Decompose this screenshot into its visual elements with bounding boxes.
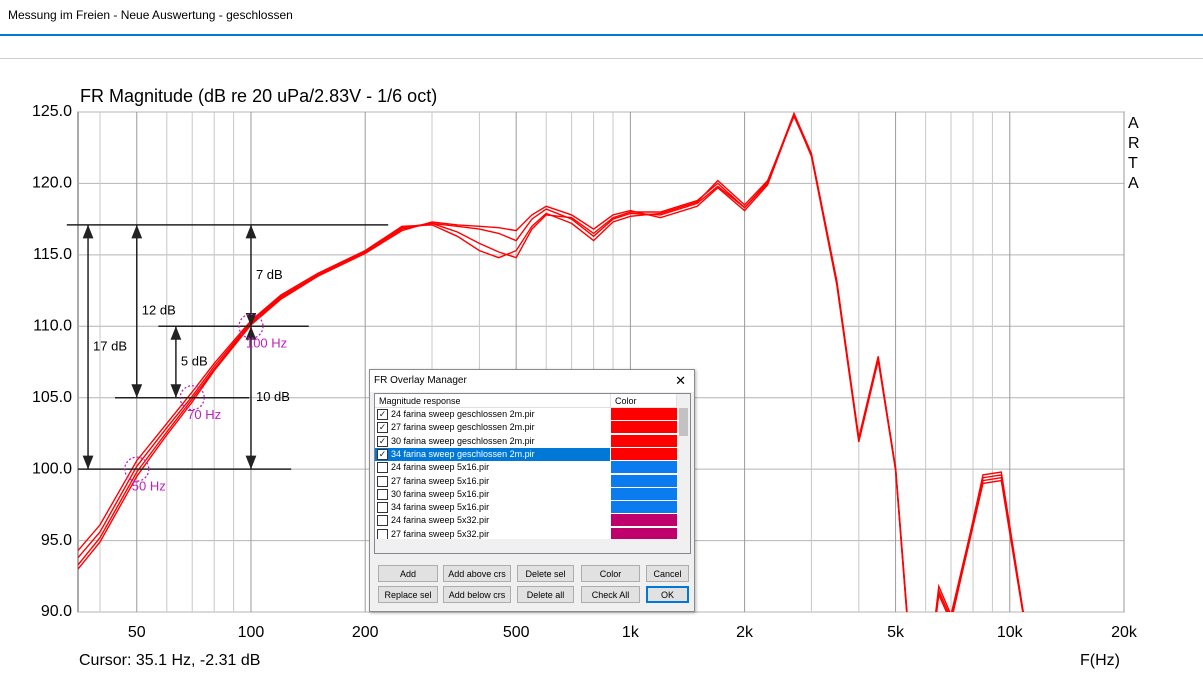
x-tick-label: 100	[238, 624, 265, 641]
list-row[interactable]: 27 farina sweep geschlossen 2m.pir ✓	[375, 421, 677, 435]
side-label: ARTA	[1128, 115, 1140, 192]
x-axis-label: F(Hz)	[1080, 652, 1120, 669]
row-checkbox[interactable]: ✓	[377, 409, 388, 420]
row-checkbox[interactable]: ✓	[377, 448, 388, 460]
frequency-label: 50 Hz	[132, 479, 166, 494]
row-name: 27 farina sweep geschlossen 2m.pir	[391, 422, 535, 433]
x-tick-label: 10k	[997, 624, 1024, 641]
dimension-label: 5 dB	[181, 353, 208, 368]
y-tick-label: 105.0	[32, 389, 72, 406]
row-name: 24 farina sweep 5x32.pir	[391, 515, 490, 526]
list-row[interactable]: 30 farina sweep geschlossen 2m.pir ✓	[375, 434, 677, 448]
dialog-button[interactable]: Add above crs	[443, 565, 511, 582]
row-checkbox[interactable]	[377, 475, 388, 487]
list-row[interactable]: 34 farina sweep 5x16.pir	[375, 501, 677, 515]
row-color	[611, 474, 677, 488]
x-tick-label: 20k	[1111, 624, 1138, 641]
x-tick-label: 2k	[736, 624, 754, 641]
response-curve	[78, 114, 1024, 612]
list-row[interactable]: 24 farina sweep geschlossen 2m.pir ✓	[375, 408, 677, 421]
response-curve	[78, 112, 1024, 612]
row-name: 24 farina sweep 5x16.pir	[391, 462, 490, 473]
dialog-title: FR Overlay Manager	[374, 375, 467, 386]
row-name: 34 farina sweep 5x16.pir	[391, 502, 490, 513]
y-tick-label: 115.0	[33, 246, 72, 263]
dimension-label: 10 dB	[256, 389, 290, 404]
x-tick-label: 200	[352, 624, 379, 641]
row-name: 34 farina sweep geschlossen 2m.pir	[375, 447, 610, 461]
list-row[interactable]: 30 farina sweep 5x16.pir	[375, 487, 677, 501]
row-name: 27 farina sweep 5x16.pir	[391, 475, 490, 486]
toolbar-separator	[0, 58, 1203, 59]
x-tick-label: 50	[128, 624, 146, 641]
close-button[interactable]: ✕	[675, 373, 686, 388]
y-tick-label: 110.0	[33, 318, 72, 335]
row-color	[611, 461, 677, 475]
frequency-marker	[238, 313, 264, 339]
annotations: 17 dB 12 dB 5 dB 7 dB 10 dB 50 Hz 70 Hz 100 Hz	[66, 224, 389, 494]
dialog-button[interactable]: Cancel	[646, 565, 689, 582]
row-checkbox[interactable]	[377, 502, 388, 514]
list-row[interactable]: 24 farina sweep 5x16.pir	[375, 461, 677, 475]
row-color	[611, 434, 677, 448]
frequency-label: 100 Hz	[246, 336, 287, 351]
dialog-button[interactable]: Color	[581, 565, 640, 582]
column-header[interactable]: Color	[611, 394, 677, 408]
row-name: 30 farina sweep geschlossen 2m.pir	[391, 435, 535, 446]
x-tick-label: 5k	[887, 624, 905, 641]
title-separator	[0, 34, 1203, 36]
y-tick-label: 120.0	[32, 175, 72, 192]
dialog-button[interactable]: Add below crs	[443, 586, 511, 603]
y-tick-label: 125.0	[32, 103, 72, 120]
cursor-readout: Cursor: 35.1 Hz, -2.31 dB	[79, 652, 260, 669]
list-row[interactable]: 24 farina sweep 5x32.pir	[375, 514, 677, 528]
dialog-titlebar: FR Overlay Manager ✕	[370, 370, 694, 392]
x-tick-label: 500	[503, 624, 530, 641]
dimension-label: 12 dB	[142, 303, 176, 318]
row-checkbox[interactable]	[377, 488, 388, 500]
row-name: 30 farina sweep 5x16.pir	[391, 488, 490, 499]
dialog-button[interactable]: Add	[378, 565, 438, 582]
vertical-scrollbar[interactable]	[677, 394, 690, 539]
row-checkbox[interactable]	[377, 462, 388, 474]
column-header[interactable]: Magnitude response	[375, 394, 611, 408]
frequency-marker	[179, 385, 205, 411]
chart-title: FR Magnitude (dB re 20 uPa/2.83V - 1/6 o…	[80, 86, 437, 106]
frequency-marker	[124, 456, 150, 482]
dialog-button[interactable]: Check All	[581, 586, 640, 603]
window-title: Messung im Freien - Neue Auswertung - ge…	[8, 8, 293, 22]
dialog-button[interactable]: Delete all	[517, 586, 574, 603]
curves	[78, 112, 1024, 612]
row-color	[611, 514, 677, 528]
row-checkbox[interactable]: ✓	[377, 435, 388, 447]
row-color	[611, 408, 677, 421]
row-checkbox[interactable]: ✓	[377, 422, 388, 434]
scroll-thumb[interactable]	[679, 408, 688, 436]
y-tick-label: 90.0	[41, 603, 72, 620]
row-color	[611, 447, 677, 461]
dialog-button[interactable]: Delete sel	[517, 565, 574, 582]
y-tick-label: 100.0	[32, 460, 72, 477]
dialog-button[interactable]: Replace sel	[378, 586, 438, 603]
x-tick-label: 1k	[622, 624, 640, 641]
frequency-label: 70 Hz	[187, 407, 221, 422]
row-name: 24 farina sweep geschlossen 2m.pir	[391, 409, 535, 419]
horizontal-scrollbar[interactable]	[375, 539, 690, 553]
list-row[interactable]: 27 farina sweep 5x16.pir	[375, 474, 677, 488]
dialog-button[interactable]: OK	[646, 586, 689, 603]
dimension-label: 17 dB	[93, 338, 127, 353]
row-color	[611, 487, 677, 501]
row-checkbox[interactable]	[377, 515, 388, 527]
row-color	[611, 421, 677, 435]
response-curve	[78, 113, 1024, 612]
dimension-label: 7 dB	[256, 267, 283, 282]
y-tick-label: 95.0	[41, 532, 72, 549]
list-row[interactable]: 34 farina sweep geschlossen 2m.pir ✓	[375, 447, 677, 461]
overlay-dialog: FR Overlay Manager ✕ Magnitude response C…	[369, 369, 695, 612]
row-color	[611, 501, 677, 515]
response-curve	[78, 113, 1024, 612]
overlay-list: Magnitude response Color 24 farina sweep…	[374, 393, 691, 554]
row-name: 27 farina sweep 5x32.pir	[391, 528, 490, 539]
